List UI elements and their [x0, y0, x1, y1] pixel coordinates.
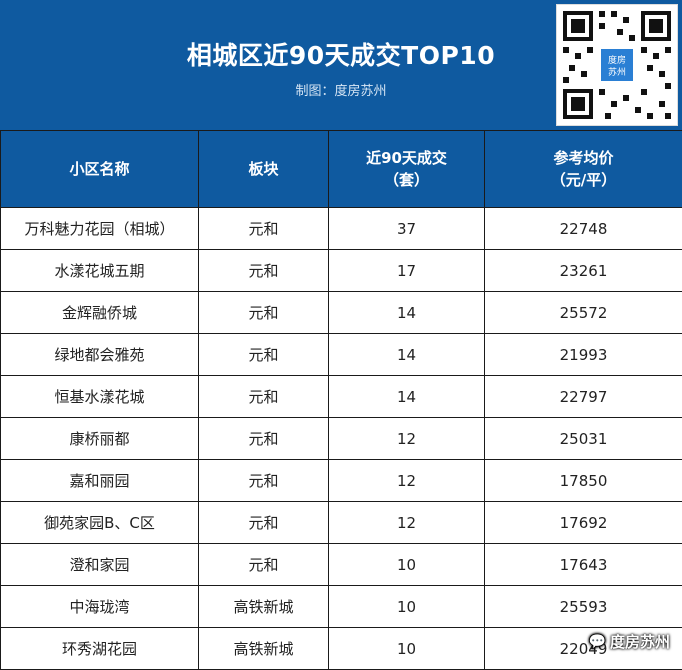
- cell-price: 25593: [484, 585, 682, 628]
- cell-name: 恒基水漾花城: [0, 375, 199, 418]
- qr-code: 度房 苏州: [556, 4, 678, 126]
- cell-sales: 12: [328, 459, 485, 502]
- table-row: 环秀湖花园 高铁新城 10 22049: [0, 627, 682, 670]
- watermark-text: 度房苏州: [609, 633, 670, 651]
- cell-name: 金辉融侨城: [0, 291, 199, 334]
- col-header-district-label: 板块: [248, 160, 279, 178]
- cell-sales: 14: [328, 333, 485, 376]
- cell-sales: 17: [328, 249, 485, 292]
- cell-name: 康桥丽都: [0, 417, 199, 460]
- cell-district: 元和: [198, 249, 329, 292]
- cell-price: 22049: [484, 627, 682, 670]
- cell-district: 元和: [198, 501, 329, 544]
- ranking-table: 小区名称 板块 近90天成交 （套） 参考均价 （元/平） 万科魅力花园（相城）…: [0, 130, 682, 670]
- cell-name: 绿地都会雅苑: [0, 333, 199, 376]
- page-subtitle: 制图：度房苏州: [295, 84, 387, 99]
- col-header-price-label: 参考均价: [553, 149, 614, 167]
- cell-name: 环秀湖花园: [0, 627, 199, 670]
- cell-district: 元和: [198, 207, 329, 250]
- svg-text:度房: 度房: [608, 54, 626, 66]
- cell-district: 高铁新城: [198, 627, 329, 670]
- table-row: 恒基水漾花城 元和 14 22797: [0, 375, 682, 418]
- cell-price: 22748: [484, 207, 682, 250]
- page-title: 相城区近90天成交TOP10: [186, 41, 496, 70]
- col-header-district: 板块: [198, 130, 329, 208]
- col-header-sales-unit: （套）: [383, 171, 429, 189]
- cell-district: 元和: [198, 417, 329, 460]
- chat-bubble-icon: 💬: [588, 633, 606, 650]
- cell-name: 中海珑湾: [0, 585, 199, 628]
- cell-district: 元和: [198, 333, 329, 376]
- cell-district: 元和: [198, 375, 329, 418]
- col-header-name-label: 小区名称: [69, 160, 130, 178]
- table-row: 康桥丽都 元和 12 25031: [0, 417, 682, 460]
- cell-price: 17850: [484, 459, 682, 502]
- col-header-price: 参考均价 （元/平）: [484, 130, 682, 208]
- cell-price: 17692: [484, 501, 682, 544]
- col-header-sales: 近90天成交 （套）: [328, 130, 485, 208]
- qr-code-icon: 度房 苏州: [557, 5, 677, 125]
- table-header: 小区名称 板块 近90天成交 （套） 参考均价 （元/平）: [0, 130, 682, 208]
- table-row: 澄和家园 元和 10 17643: [0, 543, 682, 586]
- cell-sales: 12: [328, 417, 485, 460]
- cell-price: 22797: [484, 375, 682, 418]
- cell-sales: 14: [328, 291, 485, 334]
- table-row: 水漾花城五期 元和 17 23261: [0, 249, 682, 292]
- table-row: 金辉融侨城 元和 14 25572: [0, 291, 682, 334]
- cell-district: 高铁新城: [198, 585, 329, 628]
- svg-text:苏州: 苏州: [608, 66, 626, 78]
- table-row: 御苑家园B、C区 元和 12 17692: [0, 501, 682, 544]
- table-row: 绿地都会雅苑 元和 14 21993: [0, 333, 682, 376]
- cell-sales: 10: [328, 627, 485, 670]
- cell-sales: 12: [328, 501, 485, 544]
- table-body: 万科魅力花园（相城） 元和 37 22748 水漾花城五期 元和 17 2326…: [0, 207, 682, 670]
- table-row: 万科魅力花园（相城） 元和 37 22748: [0, 207, 682, 250]
- cell-name: 水漾花城五期: [0, 249, 199, 292]
- cell-district: 元和: [198, 543, 329, 586]
- col-header-price-unit: （元/平）: [550, 171, 617, 189]
- table-row: 嘉和丽园 元和 12 17850: [0, 459, 682, 502]
- cell-price: 25031: [484, 417, 682, 460]
- cell-district: 元和: [198, 291, 329, 334]
- cell-sales: 10: [328, 585, 485, 628]
- cell-price: 25572: [484, 291, 682, 334]
- cell-name: 澄和家园: [0, 543, 199, 586]
- table-row: 中海珑湾 高铁新城 10 25593: [0, 585, 682, 628]
- cell-name: 御苑家园B、C区: [0, 501, 199, 544]
- col-header-sales-label: 近90天成交: [366, 149, 447, 167]
- cell-price: 17643: [484, 543, 682, 586]
- cell-sales: 10: [328, 543, 485, 586]
- cell-name: 万科魅力花园（相城）: [0, 207, 199, 250]
- cell-sales: 37: [328, 207, 485, 250]
- cell-district: 元和: [198, 459, 329, 502]
- cell-sales: 14: [328, 375, 485, 418]
- title-banner: 相城区近90天成交TOP10 制图：度房苏州: [0, 0, 682, 130]
- cell-name: 嘉和丽园: [0, 459, 199, 502]
- cell-price: 21993: [484, 333, 682, 376]
- cell-price: 23261: [484, 249, 682, 292]
- col-header-name: 小区名称: [0, 130, 199, 208]
- watermark: 💬 度房苏州: [589, 631, 670, 652]
